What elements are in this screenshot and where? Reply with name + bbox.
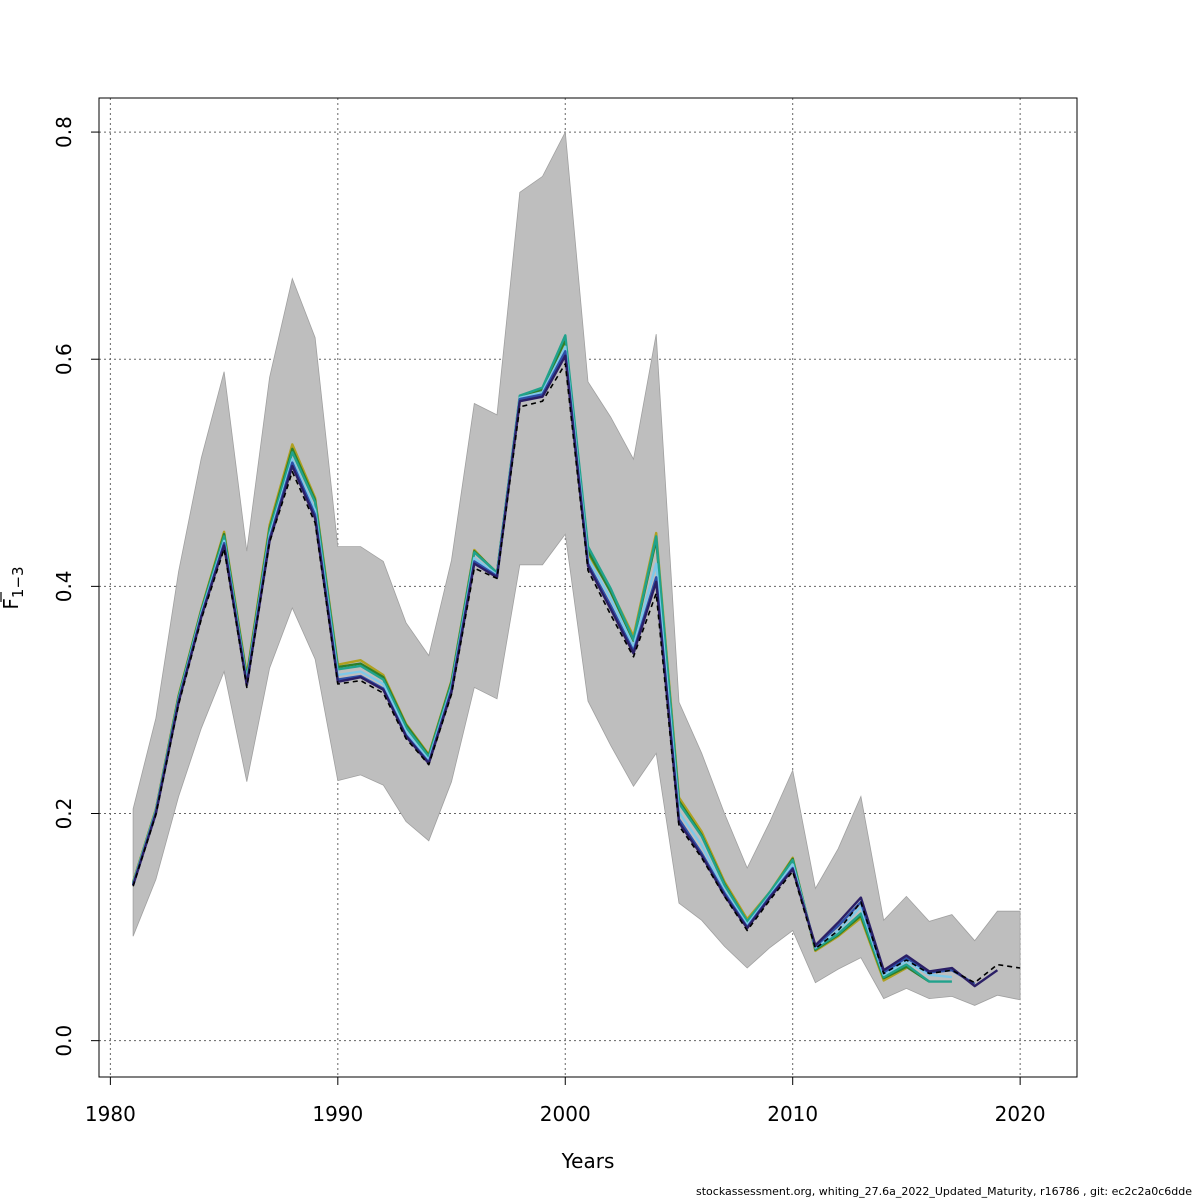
plot-frame — [98, 97, 1078, 1078]
x-tick-label-3: 2010 — [767, 1102, 818, 1126]
svg-text:F1−3: F1−3 — [0, 566, 27, 609]
x-tick-label-2: 2000 — [540, 1102, 591, 1126]
x-tick-label-0: 1980 — [85, 1102, 136, 1126]
x-tick-label-1: 1990 — [312, 1102, 363, 1126]
y-axis-title-main: F — [0, 598, 23, 610]
y-tick-label-1: 0.2 — [52, 798, 76, 830]
confidence-band-area — [132, 130, 1021, 1006]
y-tick-label-4: 0.8 — [52, 116, 76, 148]
series-line-1 — [131, 354, 999, 988]
y-axis-title-subscript: 1−3 — [9, 566, 27, 598]
axes: 1980 1990 2000 2010 2020 0.0 0.2 0.4 0.6 0.8 — [52, 116, 1046, 1126]
y-tick-label-2: 0.4 — [52, 570, 76, 602]
y-tick-label-0: 0.0 — [52, 1025, 76, 1057]
confidence-band — [132, 130, 1021, 1006]
footer-credit: stockassessment.org, whiting_27.6a_2022_… — [696, 1185, 1192, 1198]
y-tick-label-3: 0.6 — [52, 343, 76, 375]
series-line-0 — [132, 362, 1021, 984]
x-axis-title: Years — [561, 1149, 615, 1173]
x-tick-label-4: 2020 — [995, 1102, 1046, 1126]
series-lines — [131, 334, 1021, 988]
y-axis-title: F1−3 — [0, 566, 27, 609]
